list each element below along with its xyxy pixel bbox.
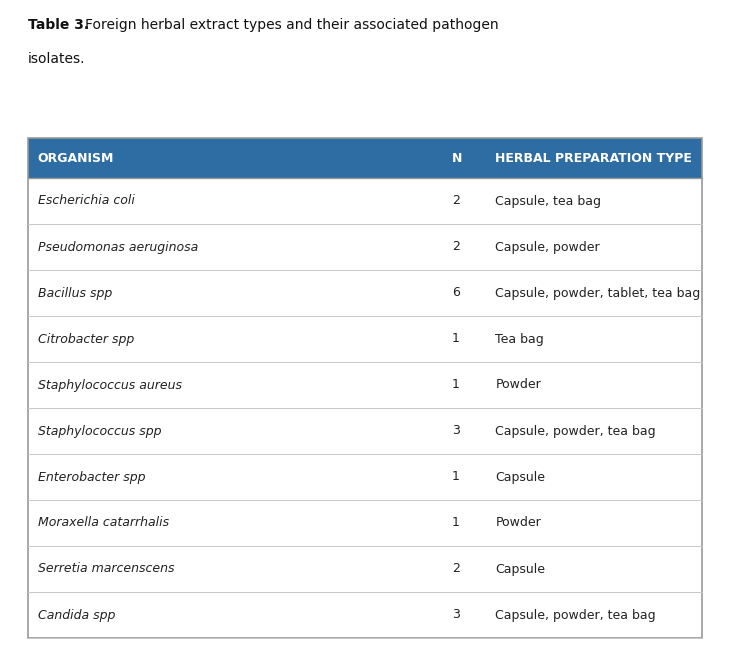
- Text: Enterobacter spp: Enterobacter spp: [38, 470, 145, 483]
- Text: Candida spp: Candida spp: [38, 608, 115, 622]
- Text: N: N: [452, 151, 462, 164]
- Text: Staphylococcus aureus: Staphylococcus aureus: [38, 378, 182, 391]
- Text: Pseudomonas aeruginosa: Pseudomonas aeruginosa: [38, 241, 198, 254]
- Text: Capsule, powder: Capsule, powder: [496, 241, 600, 254]
- Text: 2: 2: [452, 562, 459, 575]
- Text: Escherichia coli: Escherichia coli: [38, 195, 134, 208]
- Text: Capsule, tea bag: Capsule, tea bag: [496, 195, 602, 208]
- Text: Foreign herbal extract types and their associated pathogen: Foreign herbal extract types and their a…: [85, 18, 499, 32]
- Text: Capsule: Capsule: [496, 470, 545, 483]
- Text: Citrobacter spp: Citrobacter spp: [38, 333, 134, 345]
- Text: Serretia marcenscens: Serretia marcenscens: [38, 562, 174, 575]
- Text: 3: 3: [452, 608, 459, 622]
- Text: Capsule, powder, tea bag: Capsule, powder, tea bag: [496, 424, 656, 437]
- Text: 6: 6: [452, 287, 459, 300]
- Text: ORGANISM: ORGANISM: [38, 151, 114, 164]
- Text: Powder: Powder: [496, 516, 541, 529]
- Text: 1: 1: [452, 378, 459, 391]
- Text: Table 3.: Table 3.: [28, 18, 89, 32]
- Text: isolates.: isolates.: [28, 52, 85, 66]
- Text: Powder: Powder: [496, 378, 541, 391]
- Text: Tea bag: Tea bag: [496, 333, 544, 345]
- Bar: [28, 138, 702, 638]
- Text: Capsule, powder, tablet, tea bag: Capsule, powder, tablet, tea bag: [496, 287, 701, 300]
- Text: Staphylococcus spp: Staphylococcus spp: [38, 424, 161, 437]
- Text: Capsule, powder, tea bag: Capsule, powder, tea bag: [496, 608, 656, 622]
- Text: 2: 2: [452, 195, 459, 208]
- Text: 3: 3: [452, 424, 459, 437]
- Text: 1: 1: [452, 516, 459, 529]
- Text: Bacillus spp: Bacillus spp: [38, 287, 112, 300]
- Text: 1: 1: [452, 470, 459, 483]
- Text: 2: 2: [452, 241, 459, 254]
- Bar: [28, 138, 702, 178]
- Text: Moraxella catarrhalis: Moraxella catarrhalis: [38, 516, 169, 529]
- Text: 1: 1: [452, 333, 459, 345]
- Text: Capsule: Capsule: [496, 562, 545, 575]
- Text: HERBAL PREPARATION TYPE: HERBAL PREPARATION TYPE: [496, 151, 692, 164]
